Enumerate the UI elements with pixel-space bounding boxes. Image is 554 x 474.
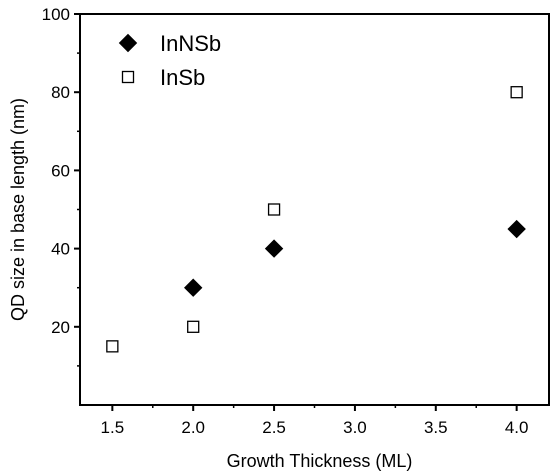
legend-label: InSb [160,65,205,90]
legend-marker-insb [121,70,135,84]
plot-frame [79,13,550,406]
x-tick-label: 2.0 [181,418,205,437]
y-tick-label: 60 [51,161,70,180]
x-tick-label: 3.0 [343,418,367,437]
data-point-innsb [264,239,284,258]
x-tick-label: 3.5 [424,418,448,437]
data-points [106,86,526,353]
data-point-insb [187,320,200,333]
data-point-innsb [183,278,203,297]
legend-label: InNSb [160,31,221,56]
x-axis-ticks: 1.5 2.0 2.5 3.0 3.5 4.0 [101,405,529,437]
legend-marker-innsb [118,33,138,53]
y-tick-label: 100 [42,5,70,24]
y-tick-label: 80 [51,83,70,102]
y-tick-label: 40 [51,240,70,259]
data-point-innsb [507,219,526,239]
x-tick-label: 4.0 [505,418,529,437]
data-point-insb [267,203,281,216]
data-point-insb [510,86,523,99]
y-axis-ticks: 20 40 60 80 100 [42,5,80,367]
legend: InNSb InSb [118,31,221,90]
x-tick-label: 1.5 [101,418,125,437]
y-axis-label: QD size in base length (nm) [8,98,28,321]
y-tick-label: 20 [51,318,70,337]
x-tick-label: 2.5 [262,418,286,437]
data-point-insb [106,340,119,353]
axes [79,13,550,406]
x-axis-label: Growth Thickness (ML) [227,451,413,471]
